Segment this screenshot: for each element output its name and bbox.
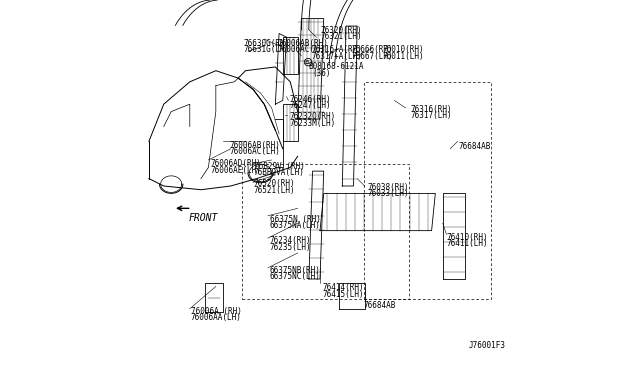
Text: 76006AB(RH): 76006AB(RH) [230, 141, 281, 150]
Text: 76038(RH): 76038(RH) [367, 183, 409, 192]
Text: 76630G(RH): 76630G(RH) [244, 39, 290, 48]
Text: J76001F3: J76001F3 [468, 341, 506, 350]
Text: 76666(RH): 76666(RH) [351, 45, 393, 54]
Text: 76246(RH): 76246(RH) [289, 95, 331, 104]
Text: 76006AC(LH): 76006AC(LH) [230, 147, 281, 156]
Text: 76247(LH): 76247(LH) [289, 101, 331, 110]
Text: 76411(LH): 76411(LH) [447, 239, 488, 248]
Text: 66375NA(LH): 66375NA(LH) [270, 221, 321, 230]
Text: FRONT: FRONT [189, 213, 218, 223]
Text: 76684AB: 76684AB [458, 142, 491, 151]
Text: 66375NB(RH): 66375NB(RH) [270, 266, 321, 275]
Text: 76321(LH): 76321(LH) [321, 32, 362, 41]
Text: 76006AB(RH): 76006AB(RH) [277, 39, 328, 48]
Text: 76521(LH): 76521(LH) [254, 186, 296, 195]
Text: 76006AE(LH): 76006AE(LH) [211, 166, 261, 174]
Text: 76006AA(LH): 76006AA(LH) [191, 313, 241, 322]
Text: 76233M(LH): 76233M(LH) [289, 119, 336, 128]
Text: B08168-6121A: B08168-6121A [308, 62, 364, 71]
Text: 76B29V (RH): 76B29V (RH) [254, 162, 305, 171]
Text: 76232Q(RH): 76232Q(RH) [289, 112, 336, 121]
Text: 76006AD(RH): 76006AD(RH) [211, 159, 261, 168]
Text: 76033(LH): 76033(LH) [367, 189, 409, 198]
Text: 76316+A(RH): 76316+A(RH) [312, 45, 363, 54]
Text: 76BB9VA(LH): 76BB9VA(LH) [254, 168, 305, 177]
Text: 76317(LH): 76317(LH) [410, 111, 452, 120]
Text: 76410(RH): 76410(RH) [447, 232, 488, 241]
Text: 76414(RH): 76414(RH) [323, 283, 364, 292]
Text: 76011(LH): 76011(LH) [383, 52, 424, 61]
Text: 76010(RH): 76010(RH) [383, 45, 424, 54]
Text: 76317+A(LH): 76317+A(LH) [312, 52, 363, 61]
Text: 76006A (RH): 76006A (RH) [191, 307, 241, 316]
Text: 76316(RH): 76316(RH) [410, 105, 452, 114]
Text: (36): (36) [312, 69, 331, 78]
Text: 76631G(LH): 76631G(LH) [244, 45, 290, 54]
Text: 76520(RH): 76520(RH) [254, 179, 296, 188]
Text: 76684AB: 76684AB [364, 301, 396, 310]
Text: 66375NC(LH): 66375NC(LH) [270, 272, 321, 281]
Text: 66375N (RH): 66375N (RH) [270, 215, 321, 224]
Text: 76006AC(LH): 76006AC(LH) [277, 45, 328, 54]
Text: 76320(RH): 76320(RH) [321, 26, 362, 35]
Text: 76235(LH): 76235(LH) [270, 243, 312, 251]
Text: 76667(LH): 76667(LH) [351, 52, 393, 61]
Text: 76415(LH): 76415(LH) [323, 290, 364, 299]
Text: 76234(RH): 76234(RH) [270, 236, 312, 245]
Text: B: B [304, 60, 308, 65]
